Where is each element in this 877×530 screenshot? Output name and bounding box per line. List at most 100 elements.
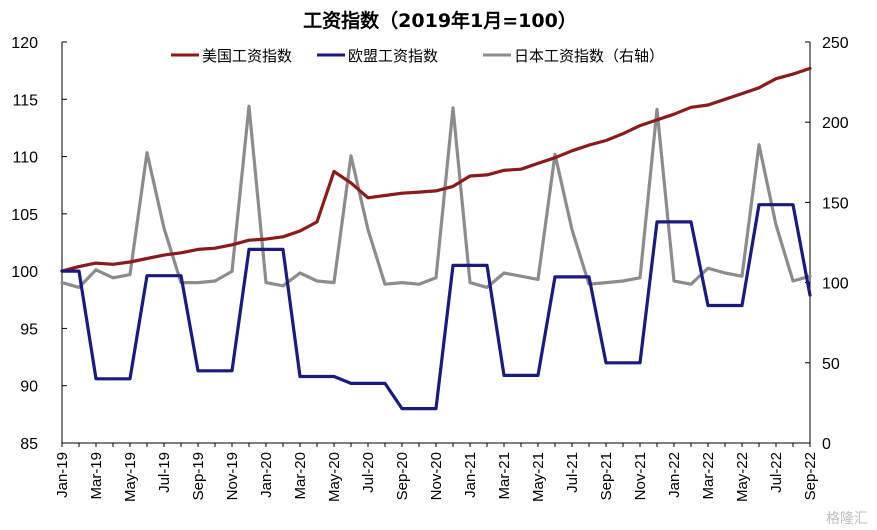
x-tick-label: Sep-21: [598, 452, 615, 500]
data-point-us: [673, 113, 675, 115]
data-point-us: [452, 185, 454, 188]
data-point-eu: [367, 382, 369, 385]
series-layer: [60, 66, 812, 411]
data-point-eu: [571, 276, 573, 278]
data-point-eu: [503, 374, 505, 377]
data-point-jp: [622, 280, 624, 282]
data-point-us: [707, 104, 709, 106]
data-point-jp: [401, 281, 403, 284]
data-point-jp: [758, 143, 760, 146]
left-tick-label: 95: [20, 321, 38, 338]
axes: 85 90 95 100 105 110 115 120 0 50 100 150 200 250 Jan-…: [11, 35, 849, 502]
data-point-us: [554, 156, 556, 159]
data-point-eu: [435, 407, 437, 410]
x-tick-label: May-19: [122, 452, 139, 502]
data-point-jp: [775, 224, 777, 226]
legend-label-us: 美国工资指数: [202, 47, 292, 65]
data-point-eu: [639, 362, 641, 364]
data-point-eu: [418, 407, 420, 410]
x-tick-label: Jul-20: [360, 452, 377, 493]
data-point-jp: [112, 277, 114, 279]
data-point-us: [486, 174, 488, 176]
data-point-eu: [656, 221, 658, 223]
data-point-eu: [452, 264, 454, 267]
data-point-eu: [588, 276, 590, 278]
data-point-jp: [605, 281, 607, 284]
data-point-eu: [520, 374, 522, 377]
data-point-eu: [605, 362, 607, 364]
data-point-eu: [673, 221, 675, 223]
data-point-jp: [95, 269, 97, 271]
data-point-eu: [690, 221, 692, 223]
watermark: 格隆汇: [826, 511, 868, 527]
legend-label-eu: 欧盟工资指数: [348, 47, 438, 65]
data-point-us: [112, 263, 114, 266]
x-tick-label: Jul-21: [564, 452, 581, 493]
data-point-jp: [503, 272, 505, 274]
data-point-eu: [775, 203, 777, 206]
data-point-eu: [333, 375, 335, 378]
left-tick-label: 110: [12, 150, 38, 167]
data-point-jp: [78, 286, 80, 289]
data-point-eu: [299, 375, 301, 378]
data-point-us: [197, 248, 199, 251]
data-point-jp: [146, 151, 148, 154]
data-point-jp: [554, 153, 556, 156]
data-point-us: [401, 192, 403, 194]
data-point-jp: [707, 267, 709, 270]
data-point-eu: [248, 248, 250, 251]
x-tick-label: Jan-19: [54, 452, 71, 498]
legend: 美国工资指数 欧盟工资指数 日本工资指数（右轴）: [171, 47, 664, 65]
x-tick-label: Jan-20: [258, 452, 275, 498]
data-point-eu: [163, 274, 165, 277]
data-point-us: [78, 265, 80, 268]
x-tick-label: Mar-22: [700, 452, 717, 500]
data-point-us: [231, 244, 233, 246]
data-point-us: [350, 182, 352, 184]
right-tick-label: 50: [822, 356, 840, 373]
data-point-eu: [112, 378, 114, 380]
data-point-jp: [61, 281, 63, 284]
data-point-us: [367, 197, 369, 199]
x-tick-label: Mar-20: [292, 452, 309, 500]
data-point-eu: [622, 362, 624, 364]
data-point-jp: [231, 270, 233, 273]
data-point-jp: [350, 155, 352, 157]
data-point-us: [605, 139, 607, 142]
data-point-eu: [180, 274, 182, 277]
data-point-jp: [418, 283, 420, 286]
x-tick-label: Nov-21: [632, 452, 649, 500]
data-point-us: [129, 261, 131, 263]
data-point-eu: [554, 276, 556, 278]
data-point-us: [214, 247, 216, 249]
data-point-us: [537, 162, 539, 165]
data-point-jp: [537, 278, 539, 281]
data-point-us: [503, 169, 505, 172]
data-point-jp: [197, 281, 199, 284]
data-point-us: [333, 170, 335, 173]
x-tick-label: Mar-21: [496, 452, 513, 500]
data-point-jp: [673, 280, 675, 282]
data-point-eu: [707, 304, 709, 307]
left-tick-label: 85: [20, 436, 38, 453]
x-tick-label: Jan-21: [462, 452, 479, 498]
data-point-us: [299, 230, 301, 232]
data-point-eu: [384, 382, 386, 385]
x-tick-label: Jul-22: [768, 452, 785, 493]
legend-label-jp: 日本工资指数（右轴）: [514, 47, 664, 65]
data-point-jp: [265, 281, 267, 284]
data-point-eu: [741, 304, 743, 307]
data-point-eu: [282, 248, 284, 251]
right-tick-label: 100: [822, 276, 849, 293]
data-point-jp: [724, 272, 726, 274]
right-tick-label: 0: [822, 436, 831, 453]
data-point-jp: [333, 281, 335, 284]
data-point-us: [690, 106, 692, 109]
right-tick-label: 200: [822, 115, 849, 132]
data-point-eu: [401, 407, 403, 410]
x-tick-label: Sep-19: [190, 452, 207, 500]
data-point-jp: [129, 273, 131, 276]
data-point-eu: [537, 374, 539, 377]
x-tick-label: Sep-20: [394, 452, 411, 500]
right-tick-label: 250: [822, 35, 849, 52]
